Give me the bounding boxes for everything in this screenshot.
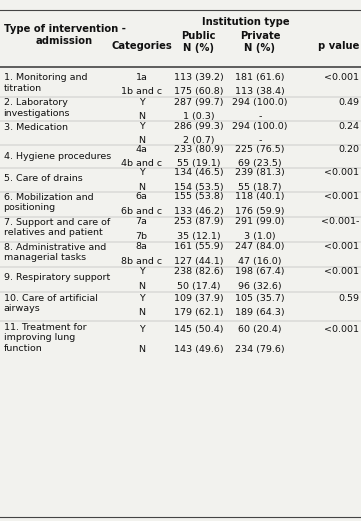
Text: Y: Y (139, 168, 144, 178)
Text: -: - (258, 112, 262, 121)
Text: 179 (62.1): 179 (62.1) (174, 308, 223, 317)
Text: Public
N (%): Public N (%) (181, 31, 216, 53)
Text: 55 (19.1): 55 (19.1) (177, 159, 220, 168)
Text: 60 (20.4): 60 (20.4) (238, 325, 282, 334)
Text: 105 (35.7): 105 (35.7) (235, 293, 285, 303)
Text: 55 (18.7): 55 (18.7) (238, 183, 282, 192)
Text: 143 (49.6): 143 (49.6) (174, 344, 223, 354)
Text: 5. Care of drains: 5. Care of drains (4, 174, 82, 183)
Text: 145 (50.4): 145 (50.4) (174, 325, 223, 334)
Text: 1. Monitoring and
titration: 1. Monitoring and titration (4, 73, 87, 93)
Text: 96 (32.6): 96 (32.6) (238, 282, 282, 291)
Text: N: N (138, 112, 145, 121)
Text: 6. Mobilization and
positioning: 6. Mobilization and positioning (4, 193, 93, 213)
Text: 0.24: 0.24 (338, 121, 359, 131)
Text: Y: Y (139, 97, 144, 107)
Text: 239 (81.3): 239 (81.3) (235, 168, 285, 178)
Text: Y: Y (139, 267, 144, 277)
Text: 6b and c: 6b and c (121, 207, 162, 216)
Text: 294 (100.0): 294 (100.0) (232, 97, 288, 107)
Text: Private
N (%): Private N (%) (240, 31, 280, 53)
Text: 4. Hygiene procedures: 4. Hygiene procedures (4, 152, 111, 161)
Text: -: - (258, 136, 262, 145)
Text: N: N (138, 282, 145, 291)
Text: 238 (82.6): 238 (82.6) (174, 267, 223, 277)
Text: 154 (53.5): 154 (53.5) (174, 183, 223, 192)
Text: <0.001: <0.001 (324, 192, 359, 202)
Text: 233 (80.9): 233 (80.9) (174, 144, 223, 154)
Text: 7a: 7a (136, 217, 147, 227)
Text: 118 (40.1): 118 (40.1) (235, 192, 285, 202)
Text: 10. Care of artificial
airways: 10. Care of artificial airways (4, 293, 97, 313)
Text: p value: p value (318, 41, 359, 51)
Text: N: N (138, 136, 145, 145)
Text: <0.001-: <0.001- (321, 217, 359, 227)
Text: 1b and c: 1b and c (121, 87, 162, 96)
Text: 7. Support and care of
relatives and patient: 7. Support and care of relatives and pat… (4, 218, 110, 238)
Text: 287 (99.7): 287 (99.7) (174, 97, 223, 107)
Text: 113 (38.4): 113 (38.4) (235, 87, 285, 96)
Text: Y: Y (139, 325, 144, 334)
Text: 181 (61.6): 181 (61.6) (235, 72, 285, 82)
Text: 127 (44.1): 127 (44.1) (174, 257, 223, 266)
Text: N: N (138, 183, 145, 192)
Text: 247 (84.0): 247 (84.0) (235, 242, 285, 252)
Text: 4b and c: 4b and c (121, 159, 162, 168)
Text: N: N (138, 344, 145, 354)
Text: Categories: Categories (111, 41, 172, 51)
Text: <0.001: <0.001 (324, 325, 359, 334)
Text: 2. Laboratory
investigations: 2. Laboratory investigations (4, 98, 70, 118)
Text: 47 (16.0): 47 (16.0) (238, 257, 282, 266)
Text: Y: Y (139, 121, 144, 131)
Text: Institution type: Institution type (202, 17, 289, 27)
Text: 175 (60.8): 175 (60.8) (174, 87, 223, 96)
Text: 113 (39.2): 113 (39.2) (174, 72, 223, 82)
Text: 294 (100.0): 294 (100.0) (232, 121, 288, 131)
Text: Y: Y (139, 293, 144, 303)
Text: <0.001: <0.001 (324, 168, 359, 178)
Text: 0.20: 0.20 (338, 144, 359, 154)
Text: <0.001: <0.001 (324, 72, 359, 82)
Text: 3. Medication: 3. Medication (4, 123, 68, 132)
Text: 0.49: 0.49 (338, 97, 359, 107)
Text: 286 (99.3): 286 (99.3) (174, 121, 223, 131)
Text: 4a: 4a (136, 144, 147, 154)
Text: 134 (46.5): 134 (46.5) (174, 168, 223, 178)
Text: 189 (64.3): 189 (64.3) (235, 308, 285, 317)
Text: 2 (0.7): 2 (0.7) (183, 136, 214, 145)
Text: 6a: 6a (136, 192, 147, 202)
Text: 234 (79.6): 234 (79.6) (235, 344, 285, 354)
Text: 291 (99.0): 291 (99.0) (235, 217, 285, 227)
Text: 198 (67.4): 198 (67.4) (235, 267, 285, 277)
Text: 161 (55.9): 161 (55.9) (174, 242, 223, 252)
Text: 3 (1.0): 3 (1.0) (244, 232, 276, 241)
Text: 109 (37.9): 109 (37.9) (174, 293, 223, 303)
Text: 225 (76.5): 225 (76.5) (235, 144, 285, 154)
Text: 8a: 8a (136, 242, 147, 252)
Text: N: N (138, 308, 145, 317)
Text: 11. Treatment for
improving lung
function: 11. Treatment for improving lung functio… (4, 322, 86, 353)
Text: 0.59: 0.59 (338, 293, 359, 303)
Text: 8b and c: 8b and c (121, 257, 162, 266)
Text: 155 (53.8): 155 (53.8) (174, 192, 223, 202)
Text: 35 (12.1): 35 (12.1) (177, 232, 220, 241)
Text: 7b: 7b (135, 232, 148, 241)
Text: 1 (0.3): 1 (0.3) (183, 112, 214, 121)
Text: 8. Administrative and
managerial tasks: 8. Administrative and managerial tasks (4, 243, 106, 263)
Text: Type of intervention -
admission: Type of intervention - admission (4, 24, 126, 46)
Text: <0.001: <0.001 (324, 267, 359, 277)
Text: <0.001: <0.001 (324, 242, 359, 252)
Text: 1a: 1a (136, 72, 147, 82)
Text: 253 (87.9): 253 (87.9) (174, 217, 223, 227)
Text: 176 (59.9): 176 (59.9) (235, 207, 285, 216)
Text: 133 (46.2): 133 (46.2) (174, 207, 223, 216)
Text: 9. Respiratory support: 9. Respiratory support (4, 273, 110, 282)
Text: 69 (23.5): 69 (23.5) (238, 159, 282, 168)
Text: 50 (17.4): 50 (17.4) (177, 282, 220, 291)
